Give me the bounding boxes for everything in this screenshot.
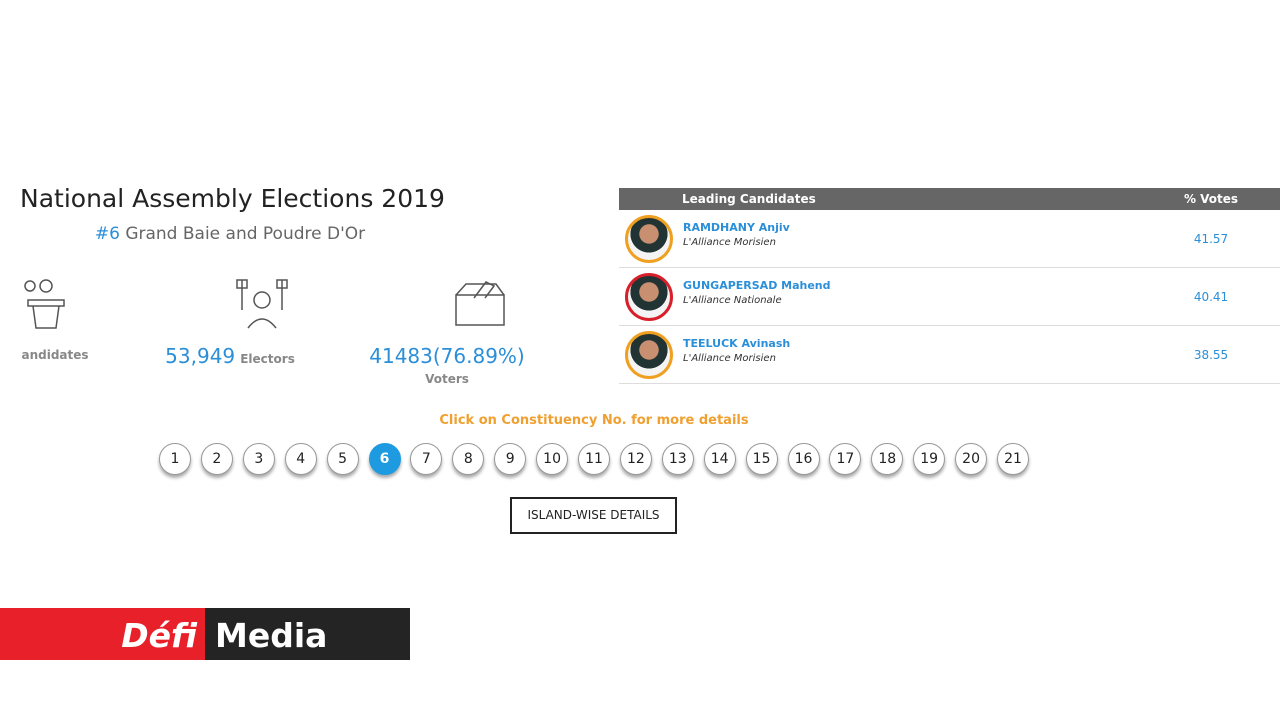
- candidate-photo: [625, 331, 673, 379]
- constituency-button[interactable]: 19: [913, 443, 946, 475]
- stat-value: 41483(76.89%): [369, 344, 525, 368]
- table-header: Leading Candidates % Votes: [619, 188, 1280, 210]
- constituency-button[interactable]: 9: [494, 443, 527, 475]
- constituency-name: Grand Baie and Poudre D'Or: [125, 224, 366, 244]
- candidate-party: L'Alliance Morisien: [683, 237, 776, 248]
- table-row: TEELUCK Avinash L'Alliance Morisien 38.55: [619, 326, 1280, 384]
- constituency-button[interactable]: 15: [745, 443, 778, 475]
- constituency-button[interactable]: 18: [871, 443, 904, 475]
- constituency-button[interactable]: 7: [410, 443, 443, 475]
- constituency-button[interactable]: 5: [326, 443, 359, 475]
- candidates-table: Leading Candidates % Votes RAMDHANY Anji…: [619, 188, 1280, 384]
- ballot-icon: [455, 281, 505, 326]
- candidate-photo: [625, 215, 673, 263]
- constituency-number: #6: [94, 224, 120, 244]
- stat-label: andidates: [21, 348, 89, 362]
- candidate-name[interactable]: RAMDHANY Anjiv: [683, 221, 790, 234]
- logo-right: Media: [205, 608, 410, 660]
- vote-share: 41.57: [1193, 232, 1229, 246]
- constituency-button[interactable]: 20: [955, 443, 988, 475]
- constituency-button[interactable]: 10: [536, 443, 569, 475]
- constituency-button[interactable]: 21: [997, 443, 1029, 475]
- table-row: GUNGAPERSAD Mahend L'Alliance Nationale 40…: [619, 268, 1280, 326]
- title: National Assembly Elections 2019: [20, 184, 445, 213]
- constituency-button[interactable]: 14: [703, 443, 736, 475]
- constituency-button[interactable]: 4: [284, 443, 317, 475]
- logo-left: Défi: [0, 608, 205, 660]
- constituency-button[interactable]: 3: [242, 443, 275, 475]
- stat-candidates: andidates: [0, 344, 155, 363]
- constituency-button[interactable]: 2: [200, 443, 233, 475]
- constituency-button[interactable]: 6: [368, 443, 401, 475]
- constituency-button[interactable]: 12: [619, 443, 652, 475]
- constituency-button[interactable]: 13: [661, 443, 694, 475]
- electors-icon: [236, 279, 288, 329]
- icons: [24, 279, 505, 329]
- candidates-icon: [24, 279, 65, 329]
- subtitle: #6 Grand Baie and Poudre D'Or: [0, 224, 460, 244]
- column-header: % Votes: [1183, 192, 1239, 206]
- vote-share: 40.41: [1193, 290, 1229, 304]
- constituency-button[interactable]: 8: [452, 443, 485, 475]
- candidate-name[interactable]: GUNGAPERSAD Mahend: [683, 279, 831, 292]
- candidate-party: L'Alliance Morisien: [683, 353, 776, 364]
- stat-voters: 41483(76.89%) Voters: [347, 344, 547, 386]
- candidate-name[interactable]: TEELUCK Avinash: [683, 337, 791, 350]
- table-row: RAMDHANY Anjiv L'Alliance Morisien 41.57: [619, 210, 1280, 268]
- constituency-button[interactable]: 1: [159, 443, 191, 475]
- table-body: RAMDHANY Anjiv L'Alliance Morisien 41.57 GU…: [619, 210, 1280, 384]
- column-header: Leading Candidates: [682, 192, 816, 206]
- candidate-party: L'Alliance Nationale: [683, 295, 782, 306]
- stat-label: Electors: [240, 352, 295, 366]
- constituency-button[interactable]: 16: [787, 443, 820, 475]
- stat-value: 53,949: [165, 344, 236, 368]
- stat-label: Voters: [425, 372, 469, 386]
- stat-electors: 53,949 Electors: [130, 344, 330, 368]
- candidate-photo: [625, 273, 673, 321]
- constituency-button[interactable]: 11: [578, 443, 610, 475]
- island-wise-button[interactable]: ISLAND-WISE DETAILS: [510, 497, 677, 534]
- constituency-button[interactable]: 17: [829, 443, 862, 475]
- vote-share: 38.55: [1193, 348, 1229, 362]
- hint: Click on Constituency No. for more detai…: [439, 413, 749, 428]
